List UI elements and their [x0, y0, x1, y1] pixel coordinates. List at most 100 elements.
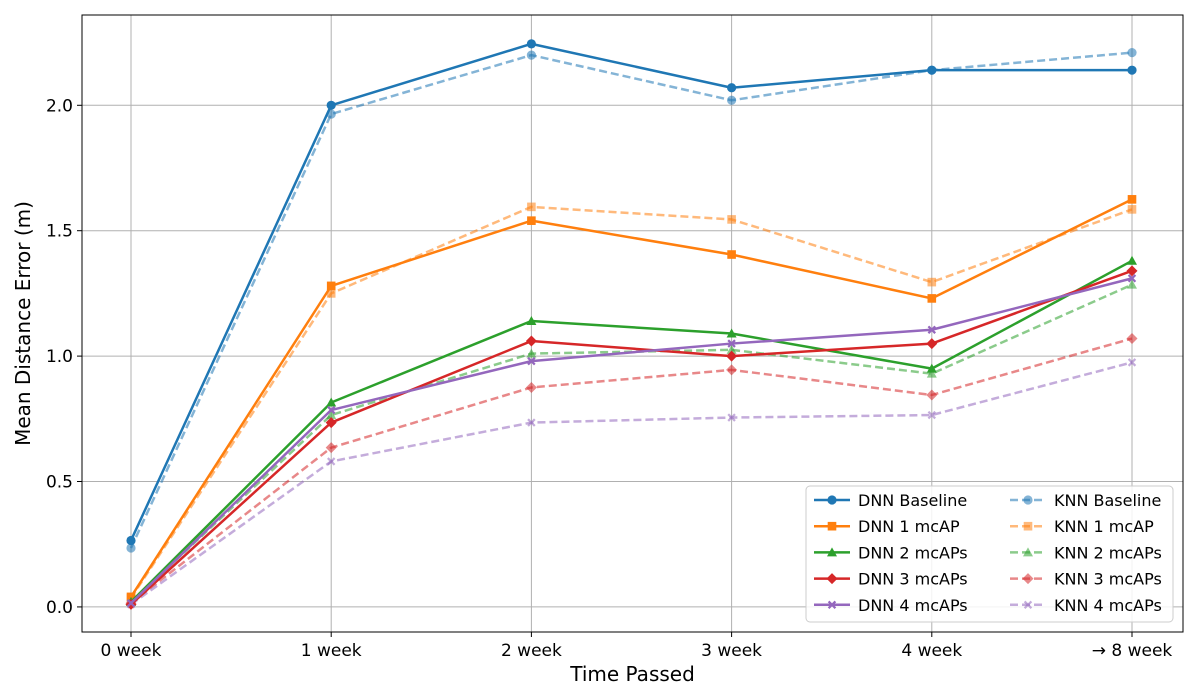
legend-entry: DNN 3 mcAPs [814, 570, 968, 589]
series-group [125, 39, 1138, 610]
legend-entry: KNN 4 mcAPs [1010, 596, 1162, 615]
data-point [726, 344, 737, 354]
data-point [527, 202, 536, 212]
data-point [926, 338, 938, 350]
data-point [326, 281, 336, 291]
data-point [526, 315, 537, 325]
legend: DNN Baseline DNN 1 mcAP DNN 2 mcAPs DNN 3 m… [805, 485, 1174, 623]
series-line [129, 51, 1133, 549]
data-point [326, 397, 337, 407]
series-dnn-1-mcap [126, 195, 1137, 602]
y-tick-label: 0.5 [46, 473, 73, 493]
data-point [926, 368, 937, 378]
legend-entry: DNN 1 mcAP [814, 517, 960, 536]
data-point [1126, 333, 1138, 345]
series-knn-baseline [126, 48, 1137, 553]
data-point [727, 83, 737, 93]
data-point [1127, 255, 1137, 265]
series-dnn-4-mcaps [126, 274, 1137, 608]
axis-ticks: 0 week 1 week 2 week 3 week 4 week → 8 week 0.… [46, 96, 1172, 661]
data-point [325, 417, 337, 429]
data-point [527, 216, 536, 225]
series-line [130, 277, 1133, 605]
data-point [525, 381, 537, 393]
series-line [130, 337, 1133, 605]
data-point [927, 410, 936, 420]
data-point [1127, 274, 1137, 283]
legend-marker [827, 600, 837, 609]
data-point [126, 598, 136, 608]
series-line [129, 198, 1133, 598]
x-tick-label: 4 week [901, 641, 962, 661]
data-point [727, 215, 736, 224]
legend-marker [827, 495, 837, 505]
legend-label: KNN 4 mcAPs [1054, 596, 1162, 615]
legend-label: DNN 2 mcAPs [858, 543, 968, 562]
data-point [326, 100, 336, 110]
data-point [526, 348, 537, 358]
legend-marker [1023, 495, 1033, 505]
legend-entry: DNN Baseline [814, 491, 967, 510]
series-line [130, 259, 1133, 603]
y-axis-label: Mean Distance Error (m) [11, 201, 35, 446]
data-point [927, 65, 937, 75]
legend-entry: KNN 1 mcAP [1010, 517, 1154, 536]
data-point [1127, 358, 1137, 367]
legend-label: KNN 1 mcAP [1054, 517, 1154, 536]
data-point [527, 356, 536, 366]
legend-marker [827, 521, 837, 531]
legend-entry: KNN 2 mcAPs [1010, 543, 1162, 562]
data-point [727, 250, 736, 259]
series-line [129, 42, 1132, 541]
data-point [126, 543, 136, 553]
data-point [525, 335, 537, 347]
legend-label: KNN Baseline [1054, 491, 1161, 510]
x-tick-label: 0 week [101, 641, 162, 661]
grid [82, 15, 1183, 632]
data-point [326, 289, 336, 298]
x-axis-label: Time Passed [569, 662, 695, 686]
data-point [326, 410, 337, 420]
legend-box [805, 485, 1174, 623]
x-tick-label: 2 week [501, 641, 562, 661]
legend-entry: DNN 2 mcAPs [814, 543, 968, 562]
data-point [327, 457, 336, 466]
legend-label: DNN 4 mcAPs [858, 596, 968, 615]
legend-marker [827, 547, 837, 557]
data-point [926, 363, 937, 373]
data-point [1127, 48, 1137, 58]
data-point [926, 389, 938, 401]
series-line [130, 361, 1133, 606]
data-point [727, 413, 736, 422]
x-tick-label: → 8 week [1092, 641, 1173, 661]
y-tick-label: 2.0 [46, 96, 73, 116]
data-point [126, 535, 136, 546]
y-tick-label: 0.0 [46, 598, 73, 618]
x-tick-label: 3 week [701, 641, 762, 661]
data-point [727, 95, 737, 105]
legend-entry: DNN 4 mcAPs [814, 596, 968, 615]
legend-label: DNN 1 mcAP [858, 517, 960, 536]
y-tick-label: 1.0 [46, 347, 73, 367]
data-point [526, 39, 537, 49]
x-tick-label: 1 week [301, 641, 362, 661]
legend-label: KNN 3 mcAPs [1054, 570, 1162, 589]
data-point [726, 350, 738, 362]
legend-entry: KNN Baseline [1010, 491, 1161, 510]
data-point [526, 50, 537, 60]
data-point [1127, 195, 1137, 204]
legend-label: KNN 2 mcAPs [1054, 543, 1162, 562]
legend-marker [1023, 547, 1033, 557]
data-point [726, 364, 738, 376]
legend-marker [1022, 573, 1034, 585]
legend-marker [826, 573, 838, 585]
legend-marker [1023, 521, 1033, 531]
legend-marker [1023, 600, 1033, 609]
data-point [325, 442, 337, 454]
data-point [327, 405, 336, 415]
data-point [527, 418, 536, 427]
data-point [927, 325, 936, 334]
series-line [130, 269, 1133, 606]
data-point [727, 339, 736, 348]
